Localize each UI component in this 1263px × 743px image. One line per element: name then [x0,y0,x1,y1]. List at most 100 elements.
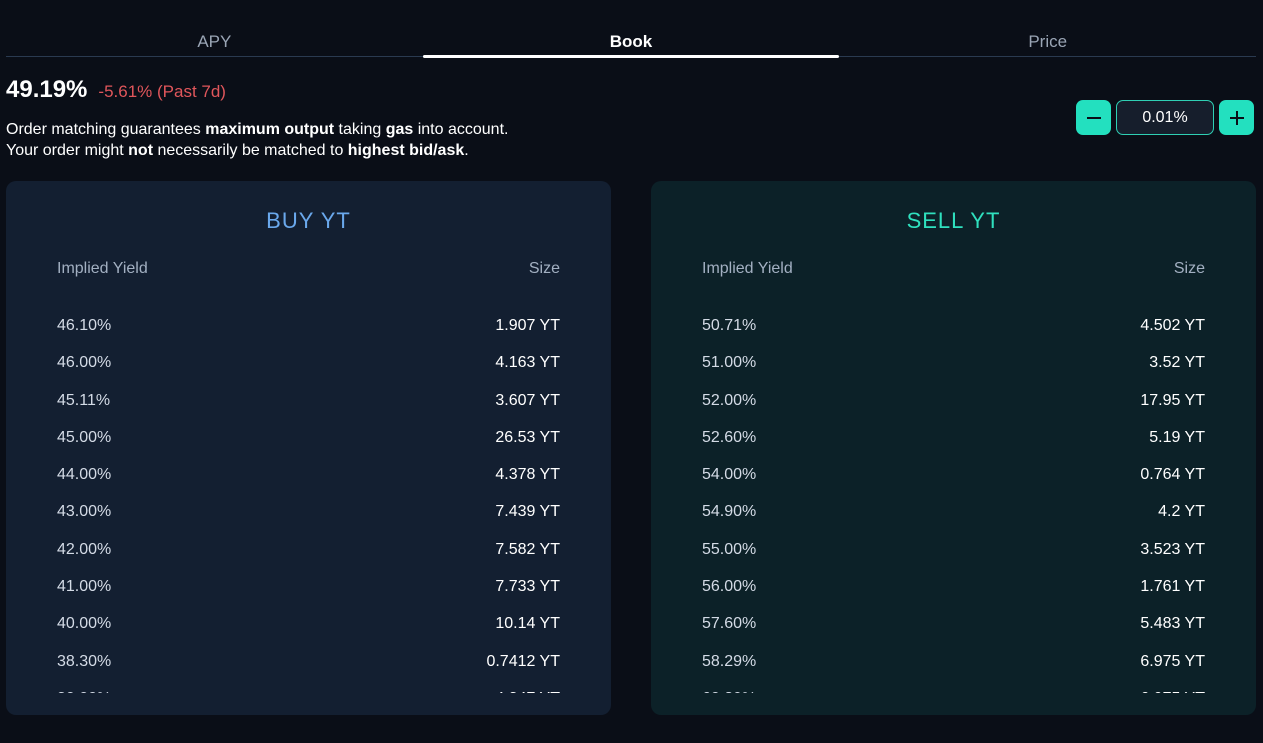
order-size: 4.163 YT [495,354,560,372]
sell-order-row[interactable]: 54.90% 4.2 YT [702,493,1205,530]
tab-apy[interactable]: APY [197,32,232,51]
buy-order-row[interactable]: 38.30% 0.7412 YT [57,643,560,680]
sell-order-row[interactable]: 58.29% 6.975 YT [702,643,1205,680]
note-text: taking [334,121,386,138]
order-size: 1.907 YT [495,317,560,334]
sell-panel-title: SELL YT [906,208,1001,233]
order-size: 5.483 YT [1140,615,1205,633]
order-size: 4.378 YT [495,466,560,484]
tick-size-input[interactable] [1116,100,1214,135]
sell-order-row[interactable]: 52.60% 5.19 YT [702,419,1205,456]
current-implied-yield: 49.19% [6,76,88,103]
note-bold: highest bid/ask [347,142,465,159]
plus-icon [1229,110,1244,125]
order-size: 3.523 YT [1140,540,1205,558]
order-yield: 40.00% [57,615,112,633]
order-yield: 45.00% [57,428,112,446]
sell-yt-panel: SELL YT Implied Yield Size 50.71% 4.502 Y… [651,181,1256,715]
order-size: 17.95 YT [1140,391,1205,409]
order-yield: 56.00% [702,578,757,596]
order-yield: 30.00% [57,680,111,693]
order-yield: 46.00% [57,354,112,372]
sell-order-row[interactable]: 60.89% 6.975 YT [702,680,1205,693]
buy-order-row[interactable]: 30.00% 4.347 YT [57,680,560,693]
tab-price[interactable]: Price [1028,32,1068,51]
sell-order-row[interactable]: 50.71% 4.502 YT [702,307,1205,344]
note-bold: gas [385,121,414,138]
order-size: 3.52 YT [1149,354,1205,372]
order-size: 26.53 YT [495,428,560,446]
minus-icon [1086,116,1101,119]
order-size: 4.2 YT [1158,503,1205,521]
order-size: 4.502 YT [1140,317,1205,334]
note-line-1: Order matching guarantees maximum output… [6,119,508,140]
order-size: 0.7412 YT [486,652,560,670]
order-size: 10.14 YT [495,615,560,633]
note-line-2: Your order might not necessarily be matc… [6,140,508,161]
buy-order-row[interactable]: 44.00% 4.378 YT [57,456,560,493]
order-size: 0.764 YT [1140,466,1205,484]
buy-order-row[interactable]: 43.00% 7.439 YT [57,493,560,530]
tab-book[interactable]: Book [422,28,840,58]
buy-yt-panel: BUY YT Implied Yield Size 46.10% 1.907 YT… [6,181,611,715]
tick-size-stepper [1076,100,1254,135]
order-size: 5.19 YT [1149,428,1205,446]
buy-order-row[interactable]: 41.00% 7.733 YT [57,568,560,605]
order-size: 3.607 YT [495,391,560,409]
yield-change-7d: -5.61% (Past 7d) [98,82,226,101]
buy-order-row[interactable]: 45.00% 26.53 YT [57,419,560,456]
order-yield: 44.00% [57,466,112,484]
order-size: 7.582 YT [495,540,560,558]
sell-order-row[interactable]: 54.00% 0.764 YT [702,456,1205,493]
buy-order-row[interactable]: 46.10% 1.907 YT [57,307,560,344]
order-size: 6.975 YT [1140,680,1205,693]
buy-order-list[interactable]: 46.10% 1.907 YT 46.00% 4.163 YT 45.11% 3.60… [57,307,560,693]
sell-order-row[interactable]: 52.00% 17.95 YT [702,382,1205,419]
note-text: . [464,142,469,159]
order-yield: 58.29% [702,652,757,670]
note-bold: maximum output [205,121,335,138]
sell-order-row[interactable]: 57.60% 5.483 YT [702,605,1205,642]
note-text: into account. [413,121,509,138]
order-yield: 42.00% [57,540,112,558]
sell-col-implied-yield: Implied Yield [702,260,793,277]
order-yield: 60.89% [702,680,756,693]
yield-summary: 49.19% -5.61% (Past 7d) [6,76,226,104]
order-yield: 54.00% [702,466,757,484]
order-yield: 52.60% [702,428,757,446]
buy-panel-title: BUY YT [266,208,351,233]
buy-col-size: Size [528,260,560,277]
note-text: Order matching guarantees [6,121,206,138]
order-yield: 43.00% [57,503,112,521]
order-yield: 50.71% [702,317,757,334]
buy-order-row[interactable]: 40.00% 10.14 YT [57,605,560,642]
order-yield: 54.90% [702,503,757,521]
note-text: necessarily be matched to [153,142,348,159]
note-bold: not [128,142,154,159]
sell-order-row[interactable]: 55.00% 3.523 YT [702,531,1205,568]
decrement-button[interactable] [1076,100,1111,135]
order-yield: 45.11% [57,391,111,409]
sell-col-size: Size [1173,260,1205,277]
order-size: 4.347 YT [495,680,560,693]
sell-order-row[interactable]: 56.00% 1.761 YT [702,568,1205,605]
sell-order-list[interactable]: 50.71% 4.502 YT 51.00% 3.52 YT 52.00% 17.95… [702,307,1205,693]
order-size: 7.733 YT [495,578,560,596]
buy-order-row[interactable]: 42.00% 7.582 YT [57,531,560,568]
order-size: 7.439 YT [495,503,560,521]
order-yield: 55.00% [702,540,757,558]
order-yield: 38.30% [57,652,112,670]
sell-order-row[interactable]: 51.00% 3.52 YT [702,344,1205,381]
order-yield: 51.00% [702,354,757,372]
note-text: Your order might [6,142,129,159]
increment-button[interactable] [1219,100,1254,135]
buy-order-row[interactable]: 46.00% 4.163 YT [57,344,560,381]
order-yield: 46.10% [57,317,112,334]
order-matching-note: Order matching guarantees maximum output… [6,119,508,161]
order-size: 1.761 YT [1140,578,1205,596]
order-size: 6.975 YT [1140,652,1205,670]
view-tabs: APY Book Price [6,28,1256,58]
buy-order-row[interactable]: 45.11% 3.607 YT [57,382,560,419]
order-yield: 52.00% [702,391,757,409]
order-yield: 41.00% [57,578,112,596]
